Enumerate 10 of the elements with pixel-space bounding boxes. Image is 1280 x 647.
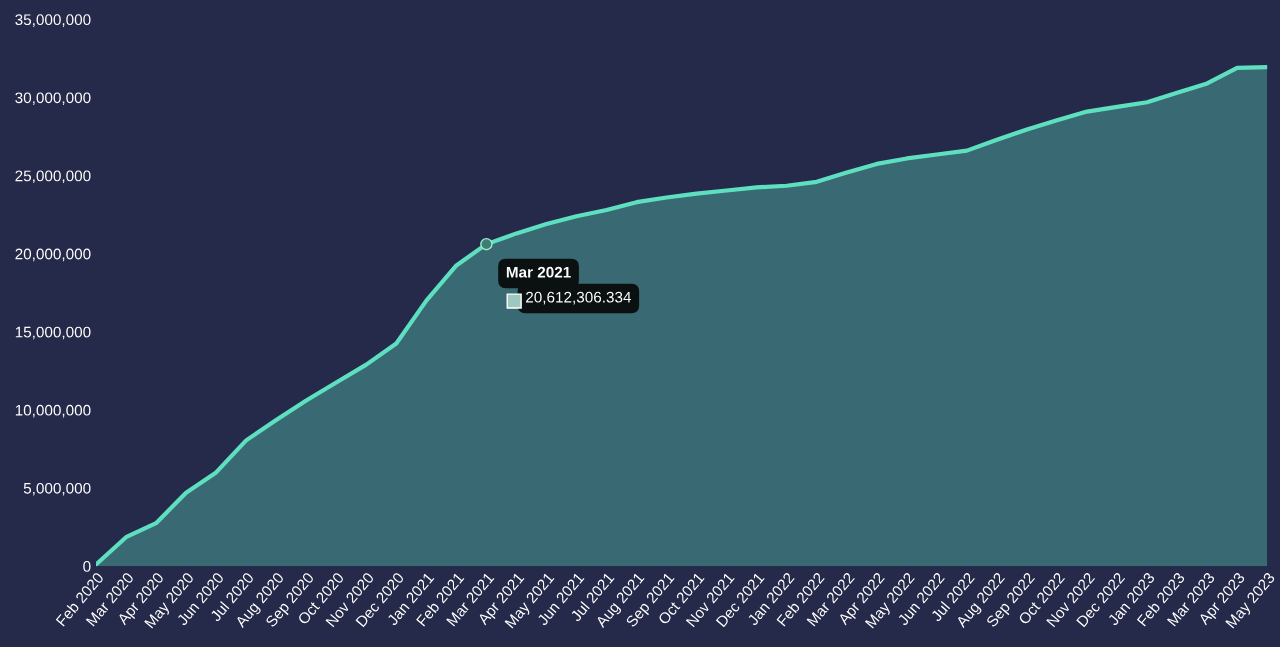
y-tick-label: 30,000,000: [15, 92, 91, 105]
y-tick-label: 5,000,000: [23, 482, 91, 496]
y-tick-label: 10,000,000: [15, 404, 91, 418]
y-tick-label: 0: [83, 560, 91, 572]
annotation: Mar 2021: [506, 266, 571, 278]
y-tick-label: 35,000,000: [15, 14, 91, 27]
annotation: 20,612,306.334: [526, 291, 632, 305]
y-tick-label: 15,000,000: [15, 326, 91, 340]
y-tick-label: 20,000,000: [15, 248, 91, 262]
y-tick-label: 25,000,000: [15, 170, 91, 184]
